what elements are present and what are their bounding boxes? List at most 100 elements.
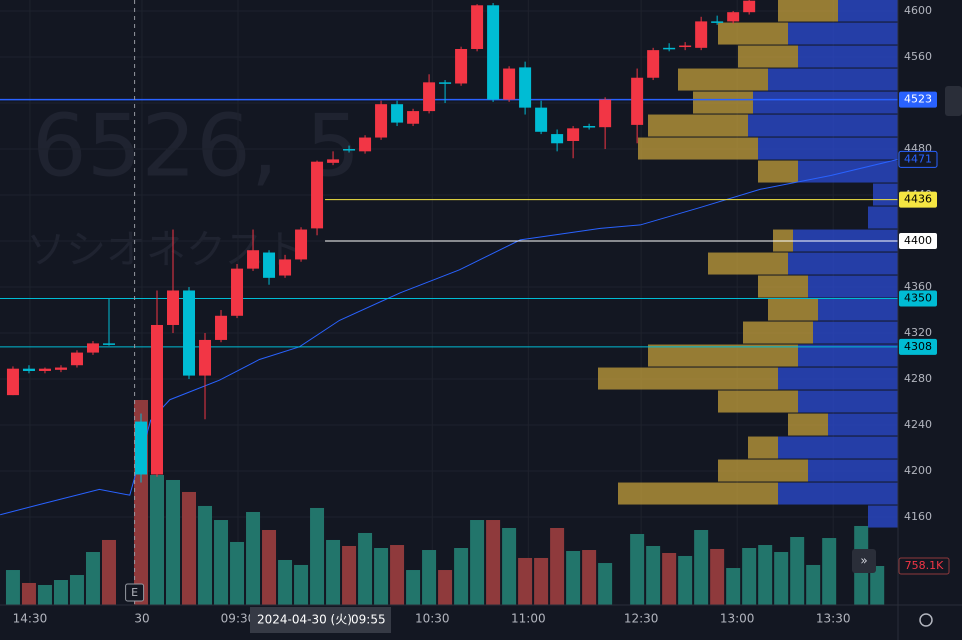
profile-blue (778, 436, 898, 459)
y-tick-label: 4320 (904, 326, 932, 339)
candle-body (247, 250, 260, 269)
x-tick-label: 14:30 (13, 612, 48, 626)
volume-layer (5, 399, 885, 605)
profile-gold (618, 482, 778, 505)
volume-bar (518, 557, 533, 605)
y-tick-label: 4360 (904, 280, 932, 293)
volume-bar (53, 579, 68, 605)
volume-bar (630, 534, 645, 605)
profile-blue (798, 344, 898, 367)
volume-bar (742, 547, 757, 605)
volume-bar (790, 536, 805, 605)
volume-bar (294, 564, 309, 605)
candle-body (455, 48, 468, 84)
y-tick-label: 4240 (904, 418, 932, 431)
level-label: 4436 (904, 193, 932, 206)
scroll-button[interactable] (852, 549, 876, 573)
volume-bar (662, 552, 677, 605)
volume-bar (470, 520, 485, 605)
profile-blue (753, 91, 898, 114)
candle-body (263, 252, 276, 278)
y-tick-label: 4200 (904, 464, 932, 477)
profile-blue (798, 390, 898, 413)
volume-bar (822, 538, 837, 605)
settings-button[interactable] (919, 613, 933, 627)
candle-body (167, 290, 180, 325)
candle-body (375, 104, 388, 138)
volume-bar (534, 557, 549, 605)
y-tick-label: 4280 (904, 372, 932, 385)
volume-bar (37, 584, 52, 605)
y-tick-label: 4600 (904, 4, 932, 17)
side-button[interactable] (945, 86, 962, 116)
candle-body (327, 159, 340, 163)
candle-body (631, 77, 644, 125)
volume-bar (582, 550, 597, 605)
candle-body (487, 5, 500, 100)
x-tick-label: 13:00 (720, 612, 755, 626)
candle-body (134, 421, 147, 475)
profile-gold (788, 413, 828, 436)
volume-bar (566, 550, 581, 605)
marker-label: E (131, 586, 138, 599)
candle-body (22, 368, 35, 371)
volume-bar (166, 479, 181, 605)
y-tick-label: 4560 (904, 50, 932, 63)
volume-bar (758, 545, 773, 605)
level-label-box (899, 91, 937, 108)
candle-body (343, 149, 356, 151)
candle-body (6, 368, 19, 396)
volume-bar (198, 505, 213, 605)
volume-bar (101, 539, 116, 605)
level-label-box (899, 191, 937, 208)
volume-bar (342, 545, 357, 605)
candle-body (215, 315, 228, 340)
volume-label-box (898, 557, 950, 575)
volume-bar (262, 529, 277, 605)
profile-gold (678, 68, 768, 91)
candle-body (279, 259, 292, 276)
profile-gold (638, 137, 758, 160)
candle-body (423, 82, 436, 112)
levels-layer (0, 98, 899, 516)
volume-bar (230, 541, 245, 605)
candle-body (38, 368, 51, 371)
crosshair-date-box (250, 607, 391, 633)
watermark-name: ソシオネクスト (26, 227, 305, 273)
scroll-icon: » (860, 554, 867, 568)
candle-body (407, 111, 420, 124)
volume-bar (310, 507, 325, 605)
level-label-box (899, 233, 937, 250)
candle-body (70, 352, 83, 366)
profile-blue (828, 413, 898, 436)
level-label: 4523 (904, 93, 932, 106)
level-label-box (899, 338, 937, 355)
profile-blue (798, 45, 898, 68)
volume-bar (454, 547, 469, 605)
candle-body (231, 268, 244, 316)
profile-blue (873, 183, 898, 206)
x-tick-label: 12:30 (624, 612, 659, 626)
volume-bar (678, 555, 693, 605)
candle-body (551, 134, 564, 144)
level-label: 4308 (904, 340, 932, 353)
candle-body (567, 128, 580, 141)
profile-gold (778, 0, 838, 22)
volume-bar (246, 511, 261, 605)
volume-bar (806, 564, 821, 605)
profile-blue (758, 137, 898, 160)
volume-bar (598, 563, 613, 605)
profile-blue (838, 0, 898, 22)
profile-blue (788, 22, 898, 45)
candle-body (711, 21, 724, 23)
level-label: 4350 (904, 292, 932, 305)
volume-bar (726, 568, 741, 605)
volume-bar (550, 527, 565, 605)
candle-body (151, 324, 164, 475)
crosshair-time: 09:55 (351, 613, 386, 627)
profile-gold (743, 321, 813, 344)
candle-body (359, 137, 372, 152)
candle-body (599, 99, 612, 128)
